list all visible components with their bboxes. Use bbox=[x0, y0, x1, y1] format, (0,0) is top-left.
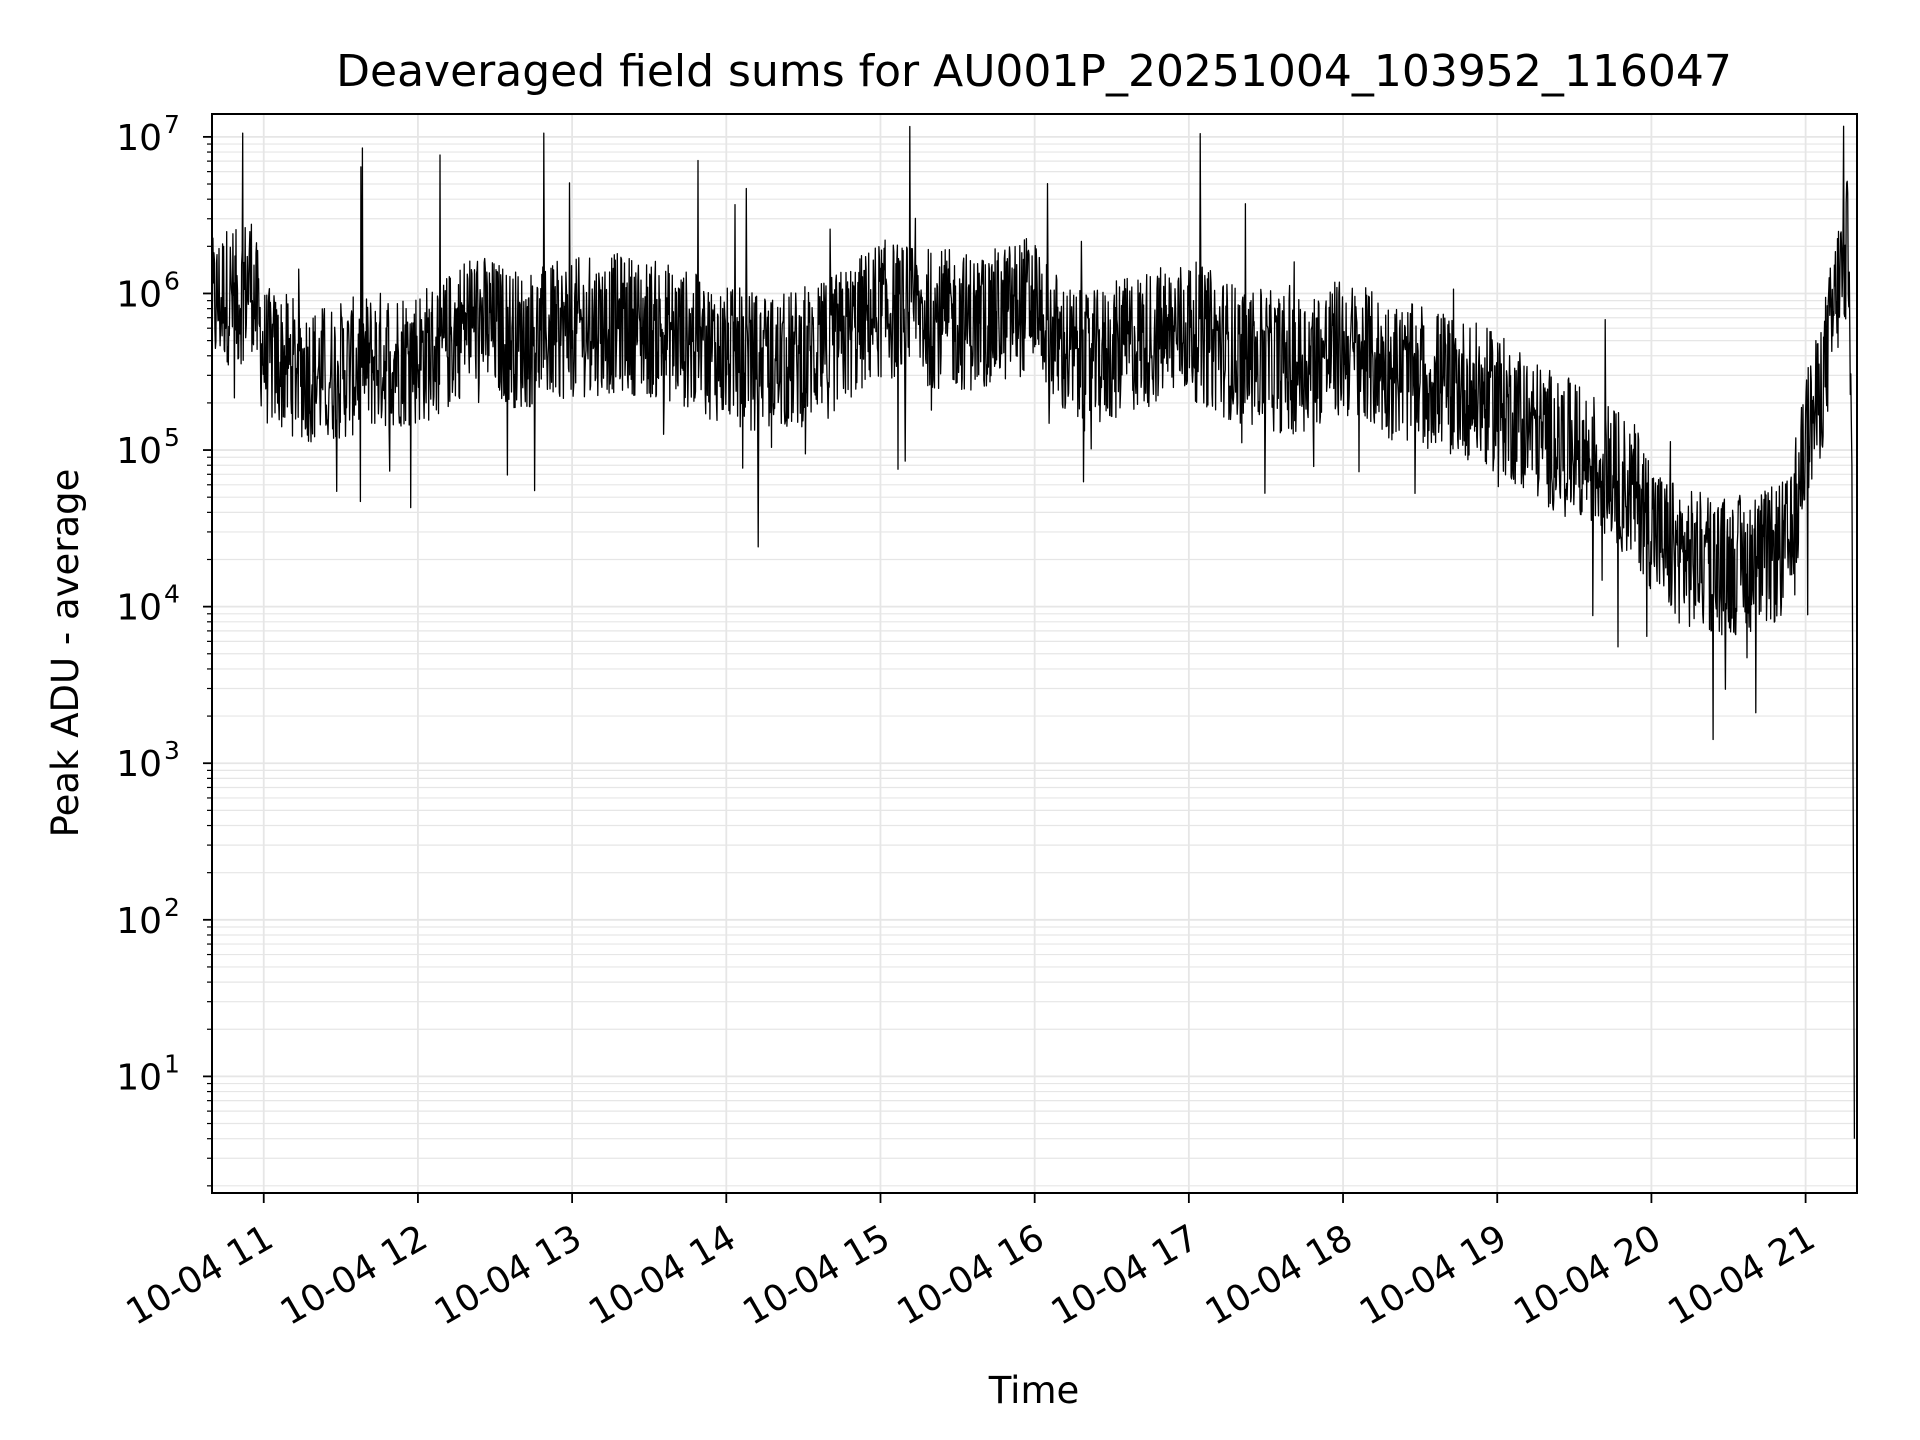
y-tick-label-exponent: 3 bbox=[164, 736, 180, 765]
y-tick-label: 10 bbox=[116, 901, 162, 942]
series-line bbox=[211, 125, 1856, 1139]
y-tick-label-exponent: 4 bbox=[164, 580, 180, 609]
chart-title: Deaveraged field sums for AU001P_2025100… bbox=[336, 46, 1732, 97]
y-tick-label-exponent: 1 bbox=[164, 1049, 180, 1078]
y-tick-label: 10 bbox=[116, 274, 162, 315]
y-tick-label: 10 bbox=[116, 118, 162, 159]
y-tick-label-exponent: 5 bbox=[164, 423, 180, 452]
y-tick-label-exponent: 2 bbox=[164, 893, 180, 922]
y-tick-label-exponent: 7 bbox=[164, 110, 180, 139]
y-tick-label: 10 bbox=[116, 1057, 162, 1098]
y-tick-label: 10 bbox=[116, 588, 162, 629]
ticks bbox=[203, 135, 1807, 1203]
y-tick-label-exponent: 6 bbox=[164, 266, 180, 295]
x-axis-label: Time bbox=[988, 1369, 1080, 1412]
y-tick-label: 10 bbox=[116, 431, 162, 472]
y-axis-label: Peak ADU - average bbox=[44, 469, 87, 838]
y-tick-label: 10 bbox=[116, 744, 162, 785]
